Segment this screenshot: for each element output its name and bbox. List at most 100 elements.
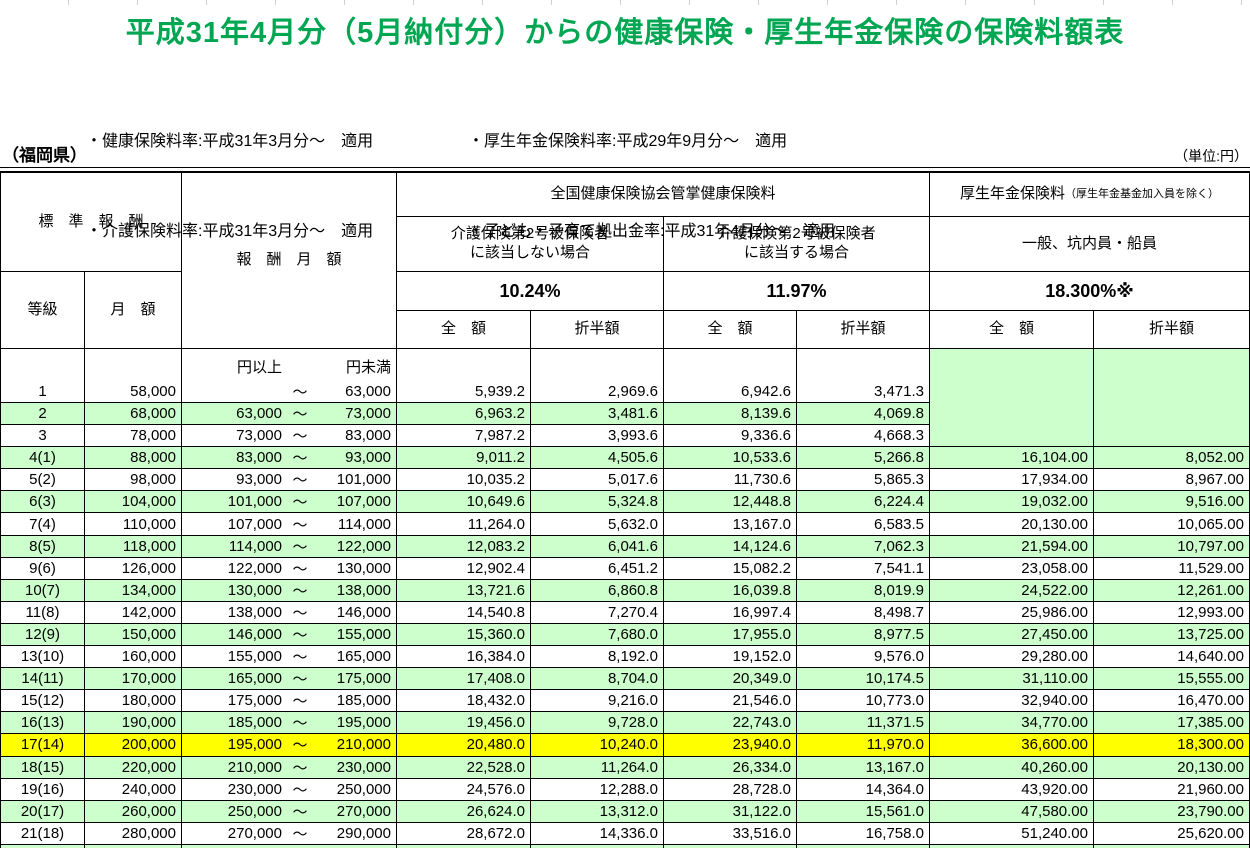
prefecture-label: （福岡県） [2, 146, 87, 165]
cell-grade: 5(2) [0, 469, 85, 492]
cell-pension-full: 40,260.00 [930, 756, 1094, 779]
table-row-grade-10(7): 10(7) 134,000 130,000 ～ 138,000 13,721.6 6,860… [0, 579, 1250, 602]
cell-grade: 10(7) [0, 579, 85, 602]
cell-health-half-care: 3,471.3 [797, 380, 930, 403]
cell-health-full-no-care: 10,649.6 [397, 491, 531, 514]
cell-grade [0, 844, 85, 848]
header-full-pension: 全 額 [930, 311, 1094, 349]
cell-health-full-care: 20,349.0 [664, 668, 797, 691]
range-hi: 83,000 [345, 427, 391, 445]
range-ti: ～ [292, 737, 308, 755]
cell-grade: 7(4) [0, 513, 85, 536]
range-ti: ～ [292, 494, 308, 512]
cell-salary-range: 146,000 ～ 155,000 [182, 623, 397, 647]
cell-pension-half: 11,529.00 [1094, 557, 1250, 580]
cell-salary-range: 138,000 ～ 146,000 [182, 601, 397, 624]
cell-pension-half [1094, 403, 1250, 426]
range-lo: 195,000 [227, 736, 282, 754]
cell-grade: 20(17) [0, 800, 85, 823]
cell-salary-range: 230,000 ～ 250,000 [182, 778, 397, 801]
cell-health-half-no-care: 7,270.4 [531, 601, 664, 624]
table-top-double-line [0, 167, 1250, 168]
cell-pension-half: 12,261.00 [1094, 579, 1250, 602]
table-row-grade-16(13): 16(13) 190,000 185,000 ～ 195,000 19,456.0 9,72… [0, 712, 1250, 735]
range-hi: 138,000 [336, 581, 391, 599]
range-lo: 円以上 [236, 359, 282, 376]
range-ti: ～ [292, 516, 308, 534]
table-row-grade-11(8): 11(8) 142,000 138,000 ～ 146,000 14,540.8 7,270… [0, 601, 1250, 624]
cell-salary-range: 250,000 ～ 270,000 [182, 800, 397, 823]
range-ti: ～ [292, 582, 308, 600]
range-ti: ～ [292, 781, 308, 799]
header-half-no-care: 折半額 [531, 311, 664, 349]
cell-salary-range: 122,000 ～ 130,000 [182, 557, 397, 580]
range-hi: 73,000 [345, 405, 391, 423]
range-ti: ～ [292, 560, 308, 578]
cell-pension-half: 16,470.00 [1094, 690, 1250, 713]
table-row-grade-1: 1 58,000 ～ 63,000 5,939.2 2,969.6 6,942.6 3,471… [0, 380, 1250, 403]
excel-gridline-ticks [0, 0, 1250, 5]
cell-health-full-no-care: 26,624.0 [397, 800, 531, 823]
table-row-grade-12(9): 12(9) 150,000 146,000 ～ 155,000 15,360.0 7,680… [0, 623, 1250, 647]
cell-salary-range: 101,000 ～ 107,000 [182, 491, 397, 514]
cell-health-half-no-care: 8,704.0 [531, 668, 664, 691]
cell-health-half-care [797, 844, 930, 848]
cell-pension-half: 10,797.00 [1094, 535, 1250, 558]
cell-health-full-no-care: 7,987.2 [397, 425, 531, 448]
cell-pension-full: 31,110.00 [930, 668, 1094, 691]
cell-pension-full: 19,032.00 [930, 491, 1094, 514]
cell-salary-range: 73,000 ～ 83,000 [182, 425, 397, 448]
table-row-grade-4(1): 4(1) 88,000 83,000 ～ 93,000 9,011.2 4,505.6 10,… [0, 447, 1250, 470]
cell-health-half-care: 11,970.0 [797, 734, 930, 757]
range-ti: ～ [292, 538, 308, 556]
header-kenpo-group: 全国健康保険協会管掌健康保険料 [397, 173, 930, 217]
header-care-case: 介護保険第2号被保険者 に該当する場合 [664, 217, 930, 272]
table-row-grade-14(11): 14(11) 170,000 165,000 ～ 175,000 17,408.0 8,70… [0, 668, 1250, 691]
range-hi: 146,000 [336, 603, 391, 621]
range-hi: 93,000 [345, 449, 391, 467]
note-pension-rate: ・厚生年金保険料率:平成29年9月分～ 適用 [468, 133, 788, 150]
cell-health-full-no-care [397, 349, 531, 380]
range-ti: ～ [292, 693, 308, 711]
premium-table: 標 準 報 酬 報 酬 月 額 全国健康保険協会管掌健康保険料 厚生年金保険料（… [0, 171, 1250, 848]
range-hi: 230,000 [336, 758, 391, 776]
cell-pension-full: 20,130.00 [930, 513, 1094, 536]
cell-health-half-no-care: 11,264.0 [531, 756, 664, 779]
cell-health-half-care: 8,498.7 [797, 601, 930, 624]
cell-monthly-amount: 126,000 [85, 557, 182, 580]
range-hi: 210,000 [336, 736, 391, 754]
cell-health-half-no-care: 6,041.6 [531, 535, 664, 558]
table-row-grade-15(12): 15(12) 180,000 175,000 ～ 185,000 18,432.0 9,21… [0, 690, 1250, 713]
range-ti: ～ [292, 450, 308, 468]
cell-health-half-no-care: 13,312.0 [531, 800, 664, 823]
range-hi: 155,000 [336, 625, 391, 643]
cell-monthly-amount: 142,000 [85, 601, 182, 624]
header-pension-group-sub: （厚生年金基金加入員を除く） [1065, 187, 1219, 200]
cell-health-half-care: 7,062.3 [797, 535, 930, 558]
cell-health-half-care: 5,865.3 [797, 469, 930, 492]
cell-salary-range: 195,000 ～ 210,000 [182, 734, 397, 757]
cell-salary-range: 130,000 ～ 138,000 [182, 579, 397, 602]
header-no-care-line2: に該当しない場合 [469, 244, 590, 261]
table-row-grade-9(6): 9(6) 126,000 122,000 ～ 130,000 12,902.4 6,451.… [0, 557, 1250, 580]
cell-health-full-care: 33,516.0 [664, 822, 797, 845]
cell-health-half-no-care: 6,860.8 [531, 579, 664, 602]
range-ti: ～ [292, 715, 308, 733]
cell-salary-range: 83,000 ～ 93,000 [182, 447, 397, 470]
cell-monthly-amount: 78,000 [85, 425, 182, 448]
cell-health-full-care: 8,139.6 [664, 403, 797, 426]
header-full-care: 全 額 [664, 311, 797, 349]
cell-pension-full: 24,522.00 [930, 579, 1094, 602]
cell-health-full-care [664, 349, 797, 380]
range-lo: 230,000 [227, 780, 282, 798]
cell-health-half-care [797, 349, 930, 380]
cell-health-full-no-care: 11,264.0 [397, 513, 531, 536]
cell-monthly-amount: 260,000 [85, 800, 182, 823]
range-lo: 83,000 [236, 449, 282, 467]
cell-pension-half [1094, 349, 1250, 380]
table-row-grade-6(3): 6(3) 104,000 101,000 ～ 107,000 10,649.6 5,324.… [0, 491, 1250, 514]
range-lo: 130,000 [227, 581, 282, 599]
cell-health-full-care: 17,955.0 [664, 623, 797, 647]
cell-health-half-care: 15,561.0 [797, 800, 930, 823]
cell-pension-full [930, 380, 1094, 403]
